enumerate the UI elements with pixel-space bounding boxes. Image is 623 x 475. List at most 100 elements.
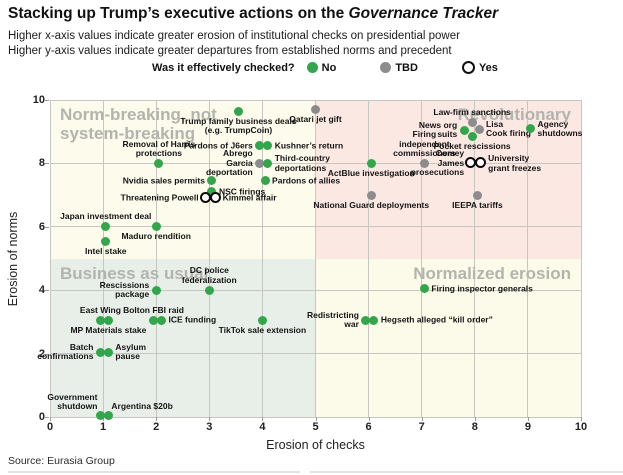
data-point-marker-no: [207, 176, 217, 186]
page-title: Stacking up Trump’s executive actions on…: [8, 5, 498, 23]
x-tick-label: 7: [418, 421, 425, 433]
data-point-marker-no: [95, 315, 105, 325]
gridline-vertical: [155, 100, 157, 417]
data-point-label: Agency shutdowns: [537, 118, 583, 138]
legend-label-tbd: TBD: [395, 61, 418, 74]
data-point-label: East Wing: [79, 304, 121, 315]
data-point-label: Pocket rescissions: [433, 140, 511, 151]
data-point-label: News org suits: [418, 119, 458, 140]
data-point-label: Rescissions package: [99, 280, 150, 300]
data-point-label: Japan investment deal: [60, 211, 152, 222]
data-point-label: Bolton FBI raid: [123, 304, 184, 315]
y-tick-mark: [45, 100, 49, 101]
y-tick-mark: [45, 290, 49, 292]
y-tick-label: 8: [38, 157, 45, 170]
data-point-label: ActBlue investigation: [327, 167, 415, 178]
page-title-italic: Governance Tracker: [348, 5, 499, 22]
data-point-label: Argentina $20b: [111, 401, 173, 412]
data-point-marker-no: [207, 187, 217, 197]
y-axis-title: Erosion of norms: [6, 211, 20, 307]
gridline-vertical: [315, 100, 316, 417]
gridline-vertical: [421, 100, 423, 417]
quadrant-revolutionary: [315, 100, 581, 259]
data-point-marker-no: [260, 176, 270, 186]
open-circle-icon: [461, 61, 475, 74]
gridline-vertical: [474, 100, 476, 417]
data-point-marker-yes: [475, 157, 487, 169]
x-tick-label: 9: [524, 421, 531, 433]
gray-dot-icon: [380, 62, 392, 73]
data-point-marker-no: [204, 285, 214, 295]
x-tick-mark: [315, 417, 317, 421]
x-tick-mark: [527, 417, 529, 421]
data-point-marker-no: [361, 315, 371, 325]
x-tick-mark: [421, 417, 423, 421]
x-tick-label: 1: [100, 421, 107, 433]
data-point-label: NSC firings: [218, 186, 266, 197]
quadrant-normalized-erosion: [315, 258, 581, 417]
data-point-marker-no: [103, 315, 113, 325]
quadrant-label-business-as-usual: Business as usual: [60, 263, 209, 283]
x-tick-label: 5: [312, 421, 319, 433]
data-point-marker-no: [101, 222, 111, 232]
data-point-label: Government shutdown: [47, 392, 98, 412]
data-point-label: Redistricting war: [306, 310, 359, 330]
data-point-label: Threatening Powell: [120, 192, 199, 203]
gridline-horizontal: [50, 99, 581, 101]
data-point-label: Firing inspector generals: [431, 283, 533, 294]
quadrant-label-norm-breaking: Norm-breaking, not system-breaking: [60, 105, 217, 144]
data-point-marker-no: [263, 141, 273, 151]
data-point-marker-tbd: [311, 105, 320, 114]
data-point-label: Trump family business deals (e.g. TrumpC…: [180, 115, 297, 135]
data-point-marker-yes: [209, 192, 221, 204]
data-point-marker-no: [459, 125, 469, 135]
x-tick-label: 6: [365, 421, 372, 433]
x-tick-label: 3: [206, 421, 213, 433]
y-tick-label: 6: [38, 220, 45, 233]
data-point-marker-no: [103, 347, 113, 357]
y-tick-label: 2: [38, 347, 45, 360]
data-point-marker-no: [234, 106, 243, 116]
data-point-label: Third-country deportations: [274, 153, 330, 173]
quadrant-norm-breaking: [50, 100, 316, 259]
x-tick-mark: [209, 417, 211, 421]
data-point-marker-no: [369, 315, 379, 325]
data-point-marker-yes: [199, 192, 211, 204]
quadrant-business-as-usual: [50, 258, 316, 417]
gridline-vertical: [102, 100, 104, 417]
data-point-label: Qatari jet gift: [289, 114, 342, 124]
x-tick-label: 2: [153, 421, 160, 433]
data-point-marker-no: [151, 222, 161, 232]
data-point-label: Nvidia sales permits: [122, 175, 205, 186]
x-tick-mark: [474, 417, 476, 421]
data-point-label: Intel stake: [84, 245, 127, 256]
data-point-label: Kimmel affair: [222, 192, 277, 203]
green-dot-icon: [306, 62, 318, 73]
data-point-marker-no: [419, 284, 429, 294]
data-point-marker-no: [95, 410, 105, 420]
gridline-vertical: [527, 100, 529, 417]
data-point-marker-no: [101, 236, 111, 246]
source-note: Source: Eurasia Group: [8, 455, 115, 467]
data-point-label: Pardons of J6ers: [183, 140, 253, 151]
data-point-label: Firing independent commissioners: [393, 129, 456, 158]
data-point-label: Batch confirmations: [37, 341, 94, 361]
legend-label-yes: Yes: [478, 61, 498, 74]
y-tick-mark: [45, 226, 49, 228]
data-point-marker-no: [526, 124, 536, 134]
data-point-marker-no: [157, 315, 166, 325]
data-point-label: Maduro rendition: [121, 231, 191, 242]
gridline-vertical: [49, 100, 51, 417]
legend-item-yes: Yes: [461, 61, 498, 74]
quadrant-label-revolutionary: Revolutionary: [457, 105, 571, 124]
data-point-label: Kushner’s return: [274, 140, 344, 151]
data-point-label: ICE funding: [168, 314, 217, 325]
data-point-marker-tbd: [366, 190, 376, 200]
y-tick-label: 0: [38, 411, 45, 423]
gridline-vertical: [368, 100, 370, 417]
y-tick-mark: [45, 353, 49, 355]
quadrant-label-normalized-erosion: Normalized erosion: [413, 263, 571, 283]
x-tick-label: 10: [574, 421, 588, 433]
y-tick-mark: [45, 163, 49, 165]
